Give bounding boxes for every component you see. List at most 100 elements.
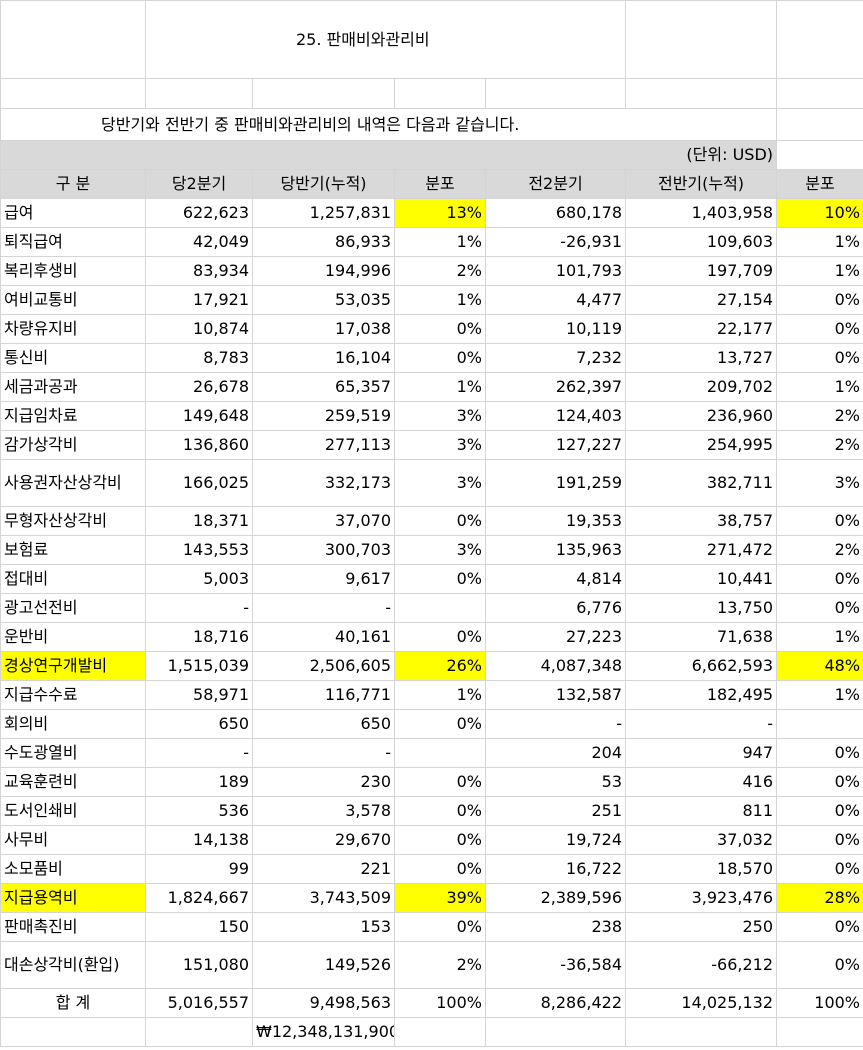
current-q2-cell[interactable]: 150 bbox=[145, 912, 253, 942]
prior-cumulative-cell[interactable]: 254,995 bbox=[625, 430, 778, 460]
prior-cumulative-cell[interactable]: 13,750 bbox=[625, 593, 778, 623]
current-q2-cell[interactable]: 14,138 bbox=[145, 825, 253, 855]
prior-q2-cell[interactable]: 53 bbox=[484, 767, 627, 797]
current-q2-cell[interactable]: 622,623 bbox=[145, 198, 253, 228]
prior-q2-cell[interactable]: 19,724 bbox=[484, 825, 627, 855]
prior-distribution-cell[interactable] bbox=[776, 709, 863, 739]
header-current-distribution[interactable]: 분포 bbox=[394, 169, 486, 199]
prior-distribution-cell[interactable]: 1% bbox=[776, 680, 863, 710]
row-label[interactable]: 광고선전비 bbox=[0, 593, 146, 623]
prior-cumulative-cell[interactable]: 197,709 bbox=[625, 256, 778, 286]
current-cumulative-cell[interactable]: 9,617 bbox=[252, 564, 395, 594]
current-cumulative-cell[interactable]: 650 bbox=[252, 709, 395, 739]
total-current-distribution-cell[interactable]: 100% bbox=[394, 988, 486, 1018]
header-current-q2[interactable]: 당2분기 bbox=[145, 169, 253, 199]
prior-q2-cell[interactable]: 4,814 bbox=[484, 564, 627, 594]
row-label[interactable]: 접대비 bbox=[0, 564, 146, 594]
prior-cumulative-cell[interactable]: 416 bbox=[625, 767, 778, 797]
current-cumulative-cell[interactable]: 149,526 bbox=[252, 941, 395, 989]
current-cumulative-cell[interactable]: 153 bbox=[252, 912, 395, 942]
prior-q2-cell[interactable]: 262,397 bbox=[484, 372, 627, 402]
current-q2-cell[interactable]: 18,716 bbox=[145, 622, 253, 652]
prior-cumulative-cell[interactable]: -66,212 bbox=[625, 941, 778, 989]
row-label[interactable]: 경상연구개발비 bbox=[0, 651, 146, 681]
prior-cumulative-cell[interactable]: 10,441 bbox=[625, 564, 778, 594]
row-label[interactable]: 판매촉진비 bbox=[0, 912, 146, 942]
prior-distribution-cell[interactable]: 2% bbox=[776, 535, 863, 565]
row-label[interactable]: 사용권자산상각비 bbox=[0, 459, 146, 507]
prior-q2-cell[interactable]: 16,722 bbox=[484, 854, 627, 884]
row-label[interactable]: 복리후생비 bbox=[0, 256, 146, 286]
prior-cumulative-cell[interactable]: 109,603 bbox=[625, 227, 778, 257]
prior-distribution-cell[interactable]: 1% bbox=[776, 227, 863, 257]
total-current-cumulative-cell[interactable]: 9,498,563 bbox=[252, 988, 395, 1018]
current-cumulative-cell[interactable]: 259,519 bbox=[252, 401, 395, 431]
prior-distribution-cell[interactable]: 2% bbox=[776, 430, 863, 460]
current-cumulative-cell[interactable]: 3,578 bbox=[252, 796, 395, 826]
row-label[interactable]: 통신비 bbox=[0, 343, 146, 373]
prior-q2-cell[interactable]: 127,227 bbox=[484, 430, 627, 460]
prior-cumulative-cell[interactable]: - bbox=[625, 709, 778, 739]
current-cumulative-cell[interactable]: 37,070 bbox=[252, 506, 395, 536]
prior-q2-cell[interactable]: 19,353 bbox=[484, 506, 627, 536]
row-label[interactable]: 지급임차료 bbox=[0, 401, 146, 431]
prior-q2-cell[interactable]: 132,587 bbox=[484, 680, 627, 710]
current-q2-cell[interactable]: 1,824,667 bbox=[145, 883, 253, 913]
total-prior-distribution-cell[interactable]: 100% bbox=[776, 988, 863, 1018]
total-prior-cumulative-cell[interactable]: 14,025,132 bbox=[625, 988, 778, 1018]
prior-q2-cell[interactable]: -36,584 bbox=[484, 941, 627, 989]
prior-q2-cell[interactable]: 10,119 bbox=[484, 314, 627, 344]
current-q2-cell[interactable]: 99 bbox=[145, 854, 253, 884]
prior-distribution-cell[interactable]: 3% bbox=[776, 459, 863, 507]
row-label[interactable]: 소모품비 bbox=[0, 854, 146, 884]
prior-cumulative-cell[interactable]: 236,960 bbox=[625, 401, 778, 431]
row-label[interactable]: 차량유지비 bbox=[0, 314, 146, 344]
prior-cumulative-cell[interactable]: 71,638 bbox=[625, 622, 778, 652]
row-label[interactable]: 대손상각비(환입) bbox=[0, 941, 146, 989]
row-label[interactable]: 사무비 bbox=[0, 825, 146, 855]
row-label[interactable]: 보험료 bbox=[0, 535, 146, 565]
current-cumulative-cell[interactable]: 53,035 bbox=[252, 285, 395, 315]
header-current-cumulative[interactable]: 당반기(누적) bbox=[252, 169, 395, 199]
current-cumulative-cell[interactable]: 277,113 bbox=[252, 430, 395, 460]
row-label[interactable]: 도서인쇄비 bbox=[0, 796, 146, 826]
current-q2-cell[interactable]: 26,678 bbox=[145, 372, 253, 402]
prior-cumulative-cell[interactable]: 22,177 bbox=[625, 314, 778, 344]
prior-cumulative-cell[interactable]: 182,495 bbox=[625, 680, 778, 710]
prior-q2-cell[interactable]: 101,793 bbox=[484, 256, 627, 286]
prior-cumulative-cell[interactable]: 811 bbox=[625, 796, 778, 826]
prior-q2-cell[interactable]: 251 bbox=[484, 796, 627, 826]
subtitle[interactable]: 당반기와 전반기 중 판매비와관리비의 내역은 다음과 같습니다. bbox=[0, 108, 778, 141]
current-q2-cell[interactable]: - bbox=[145, 738, 253, 768]
current-q2-cell[interactable]: 1,515,039 bbox=[145, 651, 253, 681]
current-cumulative-cell[interactable]: 230 bbox=[252, 767, 395, 797]
current-cumulative-cell[interactable]: 116,771 bbox=[252, 680, 395, 710]
current-q2-cell[interactable]: 58,971 bbox=[145, 680, 253, 710]
unit-label[interactable]: (단위: USD) bbox=[0, 140, 778, 170]
prior-q2-cell[interactable]: 680,178 bbox=[484, 198, 627, 228]
current-distribution-cell[interactable]: 0% bbox=[394, 825, 486, 855]
current-q2-cell[interactable]: - bbox=[145, 593, 253, 623]
prior-distribution-cell[interactable]: 0% bbox=[776, 825, 863, 855]
current-q2-cell[interactable]: 189 bbox=[145, 767, 253, 797]
current-cumulative-cell[interactable]: - bbox=[252, 593, 395, 623]
row-label[interactable]: 교육훈련비 bbox=[0, 767, 146, 797]
current-distribution-cell[interactable]: 1% bbox=[394, 680, 486, 710]
prior-q2-cell[interactable]: 135,963 bbox=[484, 535, 627, 565]
row-label[interactable]: 급여 bbox=[0, 198, 146, 228]
prior-distribution-cell[interactable]: 0% bbox=[776, 593, 863, 623]
header-prior-distribution[interactable]: 분포 bbox=[776, 169, 863, 199]
prior-q2-cell[interactable]: 238 bbox=[484, 912, 627, 942]
current-distribution-cell[interactable]: 0% bbox=[394, 314, 486, 344]
prior-distribution-cell[interactable]: 2% bbox=[776, 401, 863, 431]
current-q2-cell[interactable]: 83,934 bbox=[145, 256, 253, 286]
current-distribution-cell[interactable]: 0% bbox=[394, 796, 486, 826]
current-distribution-cell[interactable]: 39% bbox=[394, 883, 486, 913]
current-distribution-cell[interactable]: 1% bbox=[394, 372, 486, 402]
prior-distribution-cell[interactable]: 1% bbox=[776, 256, 863, 286]
current-cumulative-cell[interactable]: 194,996 bbox=[252, 256, 395, 286]
row-label[interactable]: 수도광열비 bbox=[0, 738, 146, 768]
header-category[interactable]: 구 분 bbox=[0, 169, 146, 199]
current-cumulative-cell[interactable]: - bbox=[252, 738, 395, 768]
prior-q2-cell[interactable]: 7,232 bbox=[484, 343, 627, 373]
